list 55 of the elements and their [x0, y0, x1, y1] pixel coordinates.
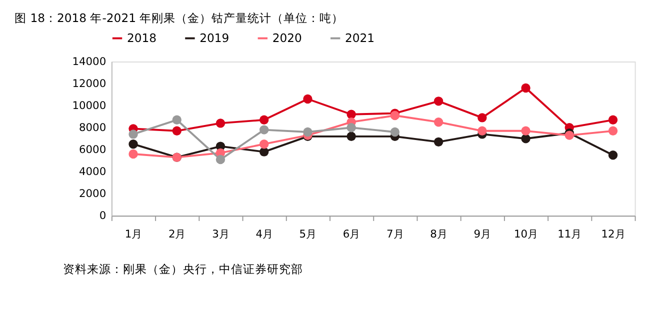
point [260, 140, 269, 149]
y-tick-label: 6000 [79, 143, 106, 156]
point [478, 113, 487, 122]
x-tick-label: 5月 [299, 227, 318, 240]
x-tick-label: 9月 [474, 227, 492, 240]
x-tick-label: 3月 [212, 227, 230, 240]
y-tick-label: 14000 [72, 54, 106, 68]
point [434, 118, 444, 127]
y-tick-label: 4000 [79, 165, 106, 178]
point [172, 115, 182, 124]
point [608, 150, 618, 160]
legend-label: 2018 [126, 31, 157, 46]
legend-label: 2020 [272, 31, 302, 46]
point [521, 134, 530, 144]
x-tick-label: 12月 [601, 227, 626, 240]
point [260, 125, 269, 134]
y-tick-label: 0 [99, 209, 106, 222]
x-tick-label: 6月 [342, 227, 361, 240]
point [128, 140, 138, 149]
point [260, 115, 269, 124]
x-tick-label: 4月 [256, 227, 274, 240]
point [172, 126, 182, 136]
point [216, 118, 226, 128]
point [303, 94, 312, 104]
point [260, 147, 269, 156]
point [346, 123, 356, 132]
chart-title: 图 18：2018 年-2021 年刚果（金）钴产量统计（单位：吨） [14, 10, 344, 25]
point [434, 96, 444, 106]
point [608, 115, 618, 124]
x-tick-label: 8月 [430, 227, 448, 240]
text: 资料来源：刚果（金）央行，中信证券研究部 [62, 262, 303, 276]
x-tick-label: 11月 [558, 227, 582, 240]
point [128, 149, 138, 159]
x-tick-label: 2月 [168, 227, 186, 240]
point [521, 83, 530, 93]
y-tick-label: 8000 [79, 120, 106, 134]
y-tick-label: 10000 [72, 98, 106, 112]
legend-label: 2021 [345, 31, 375, 46]
point [608, 126, 618, 136]
point [346, 132, 356, 141]
x-tick-label: 7月 [386, 227, 404, 240]
legend-label: 2019 [200, 31, 230, 46]
point [390, 127, 400, 137]
point [128, 130, 138, 139]
point [478, 126, 487, 136]
point [216, 154, 226, 164]
y-tick-label: 12000 [72, 76, 106, 90]
point [346, 110, 356, 119]
y-tick-label: 2000 [79, 187, 106, 200]
x-tick-label: 10月 [514, 227, 539, 240]
x-tick-label: 1月 [124, 227, 143, 240]
point [521, 126, 530, 136]
point [390, 110, 400, 120]
point [434, 137, 444, 146]
point [303, 127, 312, 137]
